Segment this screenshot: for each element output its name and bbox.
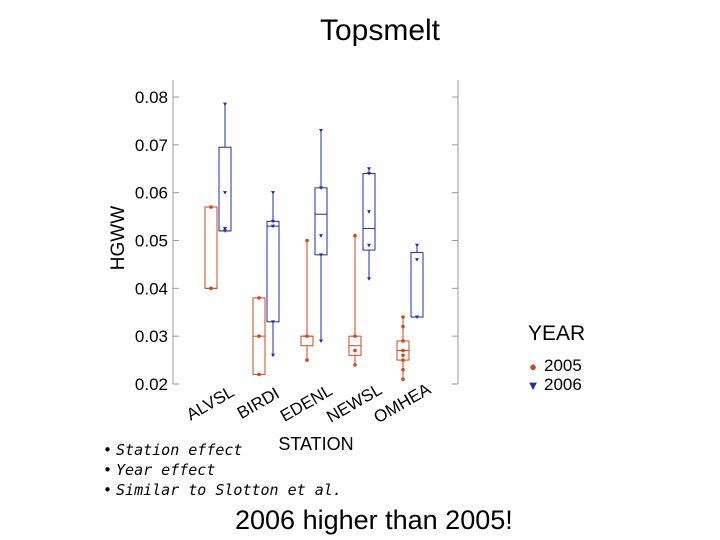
- y-tick-label: 0.04: [135, 279, 168, 298]
- data-point: [353, 233, 357, 238]
- data-point: [367, 172, 371, 176]
- data-point: [271, 224, 275, 229]
- data-point: [415, 243, 419, 248]
- legend-item-2005: ● 2005: [526, 356, 582, 376]
- data-point: [353, 348, 357, 353]
- data-point: [401, 367, 405, 372]
- box-iqr: [266, 220, 280, 323]
- data-point: [223, 229, 227, 233]
- data-point: [271, 191, 275, 195]
- box-iqr: [204, 206, 218, 289]
- data-point: [319, 128, 323, 133]
- data-point: [271, 353, 275, 358]
- y-tick-label: 0.03: [135, 327, 168, 346]
- x-tick-label: BIRDI: [234, 384, 283, 423]
- data-point: [401, 324, 405, 329]
- data-point: [305, 334, 309, 338]
- data-point: [209, 205, 213, 209]
- conclusion-text: 2006 higher than 2005!: [235, 505, 513, 535]
- data-point: [353, 334, 357, 338]
- legend-item-2006: ▼ 2006: [526, 375, 582, 395]
- bullet-item: Station effect: [103, 440, 342, 460]
- data-point: [367, 277, 371, 281]
- box-iqr: [314, 187, 328, 256]
- y-tick-label: 0.02: [135, 375, 168, 394]
- data-point: [319, 186, 323, 190]
- data-point: [367, 210, 371, 214]
- box-iqr: [218, 146, 232, 232]
- box-iqr: [410, 251, 424, 318]
- legend-label: 2005: [544, 356, 582, 375]
- data-point: [257, 334, 261, 338]
- data-point: [319, 253, 323, 257]
- data-point: [319, 339, 323, 343]
- data-point: [271, 320, 275, 324]
- bullet-list: Station effect Year effect Similar to Sl…: [103, 440, 342, 500]
- legend-marker-circle: ●: [529, 359, 537, 374]
- legend-marker-triangle: ▼: [526, 378, 540, 393]
- data-point: [223, 191, 227, 195]
- data-point: [305, 238, 309, 243]
- bullet-item: Year effect: [103, 460, 342, 480]
- data-point: [223, 102, 227, 107]
- slide-title: Topsmelt: [319, 14, 441, 47]
- legend-label: 2006: [544, 375, 582, 394]
- y-axis-label: HGWW: [108, 206, 129, 270]
- x-tick-label: EDENL: [277, 381, 336, 426]
- data-point: [401, 348, 405, 353]
- data-point: [257, 296, 261, 300]
- y-tick-label: 0.07: [135, 136, 168, 155]
- data-point: [257, 372, 261, 377]
- data-point: [401, 353, 405, 358]
- legend-title: YEAR: [528, 322, 586, 345]
- data-point: [319, 234, 323, 238]
- data-point: [401, 358, 405, 362]
- data-point: [415, 315, 419, 320]
- bullet-item: Similar to Slotton et al.: [103, 480, 342, 500]
- data-point: [353, 363, 357, 367]
- y-tick-label: 0.05: [135, 232, 168, 251]
- data-point: [305, 358, 309, 362]
- data-point: [401, 315, 405, 319]
- y-tick-label: 0.06: [135, 184, 168, 203]
- x-tick-label: OMHEA: [371, 379, 435, 427]
- data-point: [401, 339, 405, 343]
- y-tick-label: 0.08: [135, 88, 168, 107]
- data-point: [367, 167, 371, 171]
- data-point: [223, 227, 227, 231]
- data-point: [367, 243, 371, 248]
- data-point: [209, 286, 213, 291]
- data-point: [401, 377, 405, 382]
- data-point: [271, 219, 275, 224]
- x-tick-label: ALVSL: [183, 382, 237, 424]
- data-point: [415, 258, 419, 262]
